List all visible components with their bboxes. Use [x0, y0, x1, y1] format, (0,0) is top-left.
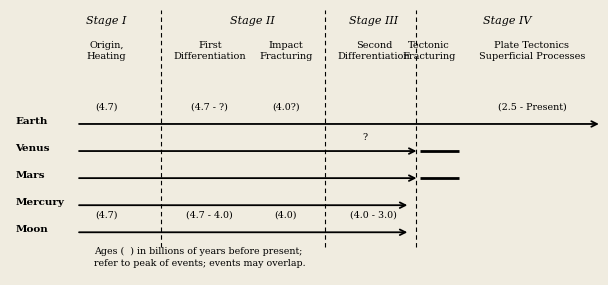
- Text: (4.7 - 4.0): (4.7 - 4.0): [187, 210, 233, 219]
- Text: Impact
Fracturing: Impact Fracturing: [259, 41, 313, 62]
- Text: (4.0?): (4.0?): [272, 102, 300, 111]
- Text: Ages (  ) in billions of years before present;
refer to peak of events; events m: Ages ( ) in billions of years before pre…: [94, 247, 306, 268]
- Text: Plate Tectonics
Superficial Processes: Plate Tectonics Superficial Processes: [479, 41, 585, 62]
- Text: Stage I: Stage I: [86, 16, 126, 26]
- Text: Stage III: Stage III: [350, 16, 398, 26]
- Text: (4.7): (4.7): [95, 102, 118, 111]
- Text: Tectonic
Fracturing: Tectonic Fracturing: [402, 41, 455, 62]
- Text: (4.7): (4.7): [95, 210, 118, 219]
- Text: Moon: Moon: [15, 225, 48, 235]
- Text: First
Differentiation: First Differentiation: [173, 41, 246, 62]
- Text: (4.7 - ?): (4.7 - ?): [192, 102, 228, 111]
- Text: (2.5 - Present): (2.5 - Present): [497, 102, 567, 111]
- Text: Stage IV: Stage IV: [483, 16, 532, 26]
- Text: (4.0): (4.0): [274, 210, 297, 219]
- Text: ?: ?: [362, 133, 367, 142]
- Text: Earth: Earth: [15, 117, 47, 126]
- Text: Second
Differentiation: Second Differentiation: [337, 41, 410, 62]
- Text: Stage II: Stage II: [230, 16, 275, 26]
- Text: Mercury: Mercury: [15, 198, 64, 207]
- Text: Venus: Venus: [15, 144, 50, 153]
- Text: Origin,
Heating: Origin, Heating: [86, 41, 126, 62]
- Text: (4.0 - 3.0): (4.0 - 3.0): [350, 210, 398, 219]
- Text: Mars: Mars: [15, 171, 45, 180]
